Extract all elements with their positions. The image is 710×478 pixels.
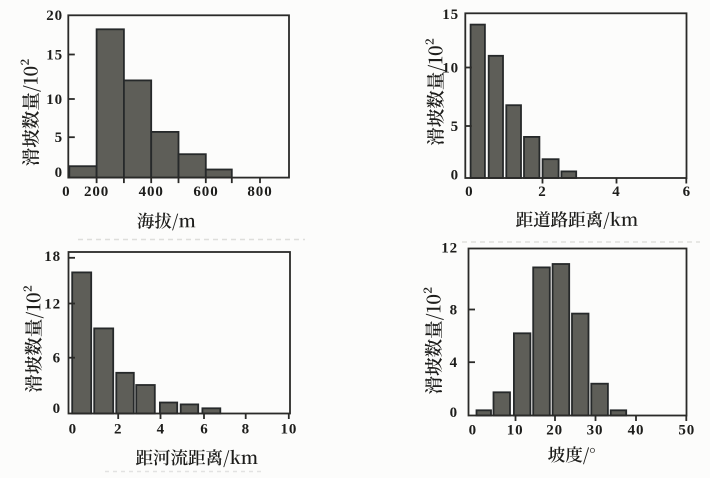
svg-text:8: 8 <box>450 302 458 318</box>
svg-text:0: 0 <box>69 422 77 438</box>
svg-text:8: 8 <box>242 422 250 438</box>
svg-text:6: 6 <box>683 184 691 200</box>
svg-text:2: 2 <box>114 422 122 438</box>
svg-text:5: 5 <box>55 130 63 146</box>
svg-text:0: 0 <box>465 184 473 200</box>
svg-text:600: 600 <box>193 184 218 200</box>
svg-text:0: 0 <box>55 165 63 181</box>
svg-text:6: 6 <box>53 351 61 367</box>
svg-text:15: 15 <box>46 47 63 63</box>
svg-text:10: 10 <box>46 92 63 108</box>
svg-text:0: 0 <box>53 401 61 417</box>
svg-text:10: 10 <box>507 422 524 438</box>
svg-text:0: 0 <box>62 184 70 200</box>
svg-text:15: 15 <box>442 7 459 23</box>
svg-text:2: 2 <box>538 184 546 200</box>
svg-text:4: 4 <box>157 422 165 438</box>
svg-text:0: 0 <box>451 167 459 183</box>
svg-text:4: 4 <box>612 184 620 200</box>
svg-text:10: 10 <box>280 422 297 438</box>
svg-text:30: 30 <box>587 422 604 438</box>
svg-text:40: 40 <box>628 422 645 438</box>
svg-text:200: 200 <box>84 184 109 200</box>
svg-text:18: 18 <box>44 249 61 265</box>
svg-text:0: 0 <box>469 422 477 438</box>
svg-text:800: 800 <box>247 184 272 200</box>
svg-text:20: 20 <box>46 8 63 24</box>
svg-text:12: 12 <box>44 296 61 312</box>
svg-text:4: 4 <box>450 355 458 371</box>
svg-text:50: 50 <box>678 422 695 438</box>
svg-text:6: 6 <box>200 422 208 438</box>
svg-text:20: 20 <box>546 422 563 438</box>
svg-text:12: 12 <box>441 240 458 256</box>
svg-text:0: 0 <box>450 405 458 421</box>
svg-text:5: 5 <box>451 119 459 135</box>
svg-text:10: 10 <box>442 60 459 76</box>
svg-text:400: 400 <box>139 184 164 200</box>
